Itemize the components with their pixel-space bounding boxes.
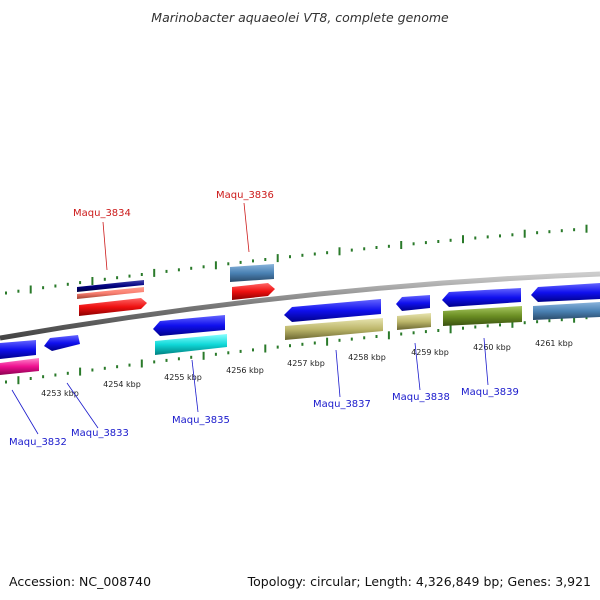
gene-labels: Maqu_3834 Maqu_3836 Maqu_3832 Maqu_3833 … xyxy=(9,190,519,448)
gene-feature-maqu-3838[interactable] xyxy=(397,313,431,330)
reverse-features xyxy=(0,283,600,375)
leader-line xyxy=(66,382,99,429)
gene-feature[interactable] xyxy=(531,283,600,302)
gene-label-maqu-3835[interactable]: Maqu_3835 xyxy=(172,415,230,426)
gene-feature[interactable] xyxy=(442,288,521,307)
gene-feature[interactable] xyxy=(0,340,36,359)
scale-label: 4260 kbp xyxy=(473,343,511,352)
forward-ruler xyxy=(5,224,588,295)
scale-label: 4253 kbp xyxy=(41,389,79,398)
gene-feature[interactable] xyxy=(396,295,430,311)
scale-label: 4254 kbp xyxy=(103,380,141,389)
gene-label-maqu-3838[interactable]: Maqu_3838 xyxy=(392,392,450,403)
gene-label-maqu-3839[interactable]: Maqu_3839 xyxy=(461,387,519,398)
gene-feature[interactable] xyxy=(533,302,600,320)
leader-line xyxy=(102,221,108,271)
gene-feature[interactable] xyxy=(77,280,144,292)
gene-feature[interactable] xyxy=(284,299,381,322)
leader-line xyxy=(191,359,199,413)
scale-label: 4255 kbp xyxy=(164,373,202,382)
genome-summary: Topology: circular; Length: 4,326,849 bp… xyxy=(247,574,591,589)
leader-line xyxy=(483,337,489,386)
genome-backbone xyxy=(0,271,600,341)
leader-lines xyxy=(11,202,489,435)
gene-label-maqu-3836[interactable]: Maqu_3836 xyxy=(216,190,274,201)
leader-line xyxy=(335,349,341,398)
map-title: Marinobacter aquaeolei VT8, complete gen… xyxy=(151,10,449,25)
scale-label: 4258 kbp xyxy=(348,353,386,362)
gene-feature-maqu-3834[interactable] xyxy=(79,298,147,316)
gene-feature-maqu-3836[interactable] xyxy=(232,283,275,300)
gene-feature-maqu-3837[interactable] xyxy=(285,318,383,340)
leader-line xyxy=(11,389,39,435)
scale-label: 4257 kbp xyxy=(287,359,325,368)
leader-line xyxy=(414,342,421,391)
forward-features xyxy=(77,264,275,316)
scale-label: 4261 kbp xyxy=(535,339,573,348)
gene-label-maqu-3833[interactable]: Maqu_3833 xyxy=(71,428,129,439)
gene-feature-maqu-3839[interactable] xyxy=(443,306,522,326)
leader-line xyxy=(243,202,250,253)
gene-label-maqu-3834[interactable]: Maqu_3834 xyxy=(73,208,131,219)
gene-label-maqu-3832[interactable]: Maqu_3832 xyxy=(9,437,67,448)
gene-feature-maqu-3835[interactable] xyxy=(155,334,227,355)
accession-label: Accession: NC_008740 xyxy=(9,574,151,589)
scale-labels: 4253 kbp 4254 kbp 4255 kbp 4256 kbp 4257… xyxy=(41,339,573,398)
gene-feature[interactable] xyxy=(77,287,144,299)
gene-feature[interactable] xyxy=(153,315,225,336)
gene-feature-maqu-3833[interactable] xyxy=(44,335,80,351)
scale-label: 4259 kbp xyxy=(411,348,449,357)
gene-feature[interactable] xyxy=(230,264,274,282)
scale-label: 4256 kbp xyxy=(226,366,264,375)
gene-label-maqu-3837[interactable]: Maqu_3837 xyxy=(313,399,371,410)
reverse-ruler xyxy=(5,314,588,385)
gene-feature-maqu-3832[interactable] xyxy=(0,358,39,375)
